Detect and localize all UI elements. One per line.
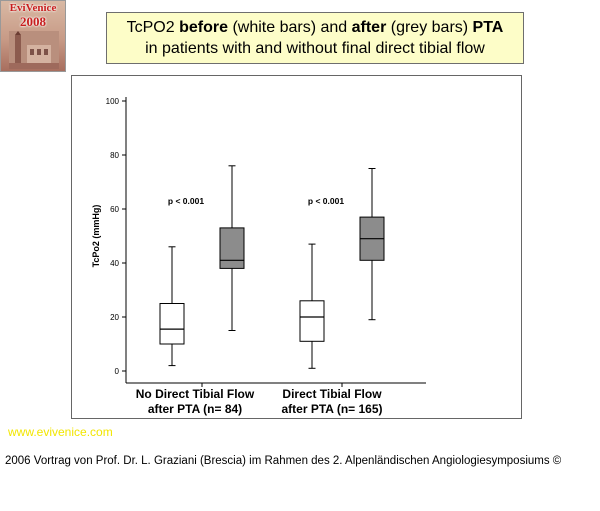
evivenice-logo: EviVenice 2008 <box>0 0 66 72</box>
y-axis-label: TcPo2 (mmHg) <box>91 205 101 268</box>
title-line1: TcPO2 before (white bars) and after (gre… <box>107 17 523 38</box>
y-tick-label: 0 <box>115 367 120 376</box>
x-category-label: No Direct Tibial Flow <box>136 387 255 401</box>
x-category-label: Direct Tibial Flow <box>282 387 382 401</box>
box-after <box>219 227 245 269</box>
title-line2: in patients with and without final direc… <box>145 40 485 57</box>
box-before <box>159 303 185 345</box>
box-before <box>299 300 325 342</box>
title-part-1: TcPO2 <box>126 19 180 36</box>
title-part-4: after <box>351 19 387 36</box>
y-tick-label: 100 <box>106 97 120 106</box>
y-tick-label: 20 <box>110 313 119 322</box>
x-category-label: after PTA (n= 84) <box>148 402 242 416</box>
footer-credit: 2006 Vortrag von Prof. Dr. L. Graziani (… <box>5 455 562 467</box>
venice-skyline-icon <box>9 31 59 69</box>
p-value-annotation: p < 0.001 <box>308 196 344 206</box>
boxplot-chart: 0 20 40 60 80 100 TcPo2 (mmHg) p < 0.001 No Dire… <box>91 97 426 416</box>
title-part-6: PTA <box>472 19 504 36</box>
x-category-label: after PTA (n= 165) <box>281 402 382 416</box>
y-tick-label: 60 <box>110 205 119 214</box>
y-tick-label: 80 <box>110 151 119 160</box>
slide-title: TcPO2 before (white bars) and after (gre… <box>106 12 524 64</box>
p-value-annotation: p < 0.001 <box>168 196 204 206</box>
logo-line2: 2008 <box>20 14 46 29</box>
y-tick-label: 40 <box>110 259 119 268</box>
title-part-3: (white bars) and <box>228 19 352 36</box>
logo-line1: EviVenice <box>9 2 57 14</box>
title-part-2: before <box>179 19 228 36</box>
website-link[interactable]: www.evivenice.com <box>8 425 113 439</box>
title-part-5: (grey bars) <box>386 19 473 36</box>
plot-frame: 0 20 40 60 80 100 TcPo2 (mmHg) p < 0.001 No Dire… <box>71 75 522 419</box>
